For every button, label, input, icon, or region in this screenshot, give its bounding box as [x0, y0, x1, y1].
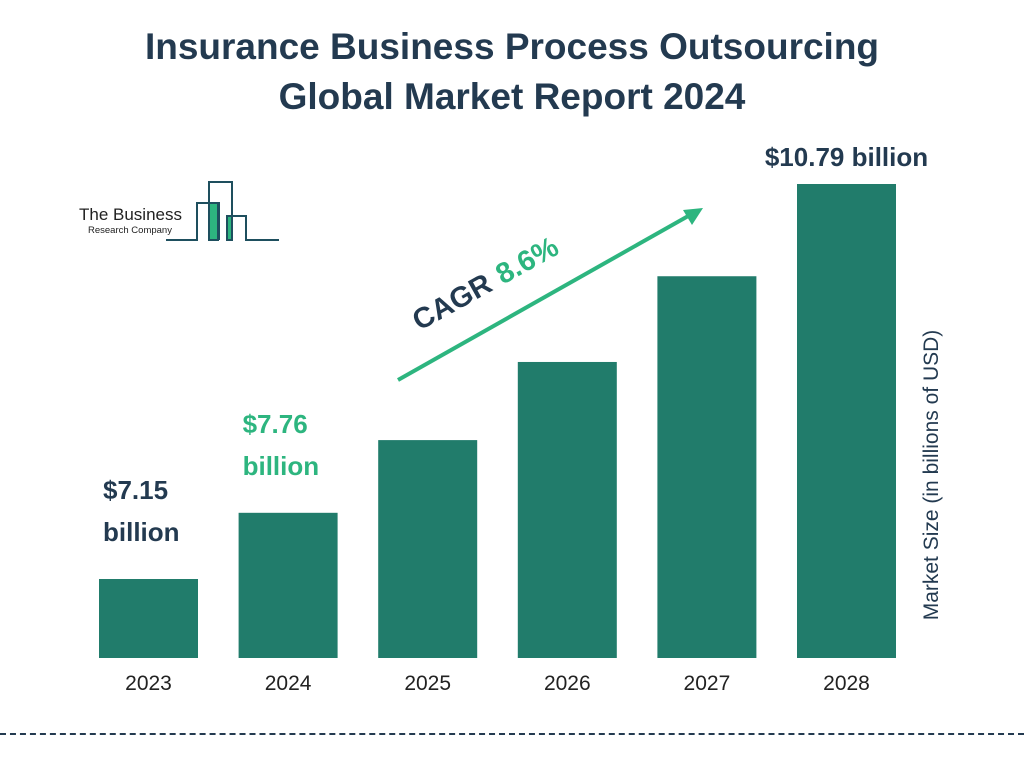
logo-text-main: The Business	[79, 205, 182, 224]
bar-2024	[238, 512, 338, 658]
chart-title: Insurance Business Process Outsourcing G…	[0, 22, 1024, 122]
bar-2025	[378, 440, 478, 658]
x-tick-label: 2025	[404, 672, 451, 695]
bar-2028	[797, 184, 896, 658]
y-axis-label: Market Size (in billions of USD)	[920, 329, 943, 621]
title-line-1: Insurance Business Process Outsourcing	[144, 26, 880, 67]
x-tick-label: 2023	[125, 672, 172, 695]
title-line-2: Global Market Report 2024	[278, 76, 746, 117]
data-label-2024-unit: billion	[243, 451, 320, 481]
bar-2023	[99, 579, 198, 658]
x-tick-label: 2028	[823, 672, 870, 695]
data-label-2028: $10.79 billion	[765, 142, 928, 172]
cagr-annotation: CAGR8.6%	[397, 208, 703, 382]
data-label-2023-unit: billion	[103, 517, 180, 547]
logo-graphic	[166, 181, 279, 241]
cagr-label: CAGR	[407, 268, 497, 337]
cagr-value: 8.6%	[491, 231, 565, 291]
bar-2027	[657, 276, 757, 658]
svg-text:CAGR8.6%: CAGR8.6%	[407, 231, 564, 337]
data-label-2023: $7.15	[103, 475, 168, 505]
divider-line	[0, 733, 1024, 735]
x-tick-label: 2026	[544, 672, 591, 695]
x-tick-label: 2027	[684, 672, 731, 695]
data-label-2024: $7.76	[243, 409, 308, 439]
logo-text-sub: Research Company	[88, 225, 172, 236]
arrow-head	[683, 208, 703, 225]
x-tick-label: 2024	[265, 672, 312, 695]
bar-2026	[517, 361, 617, 658]
